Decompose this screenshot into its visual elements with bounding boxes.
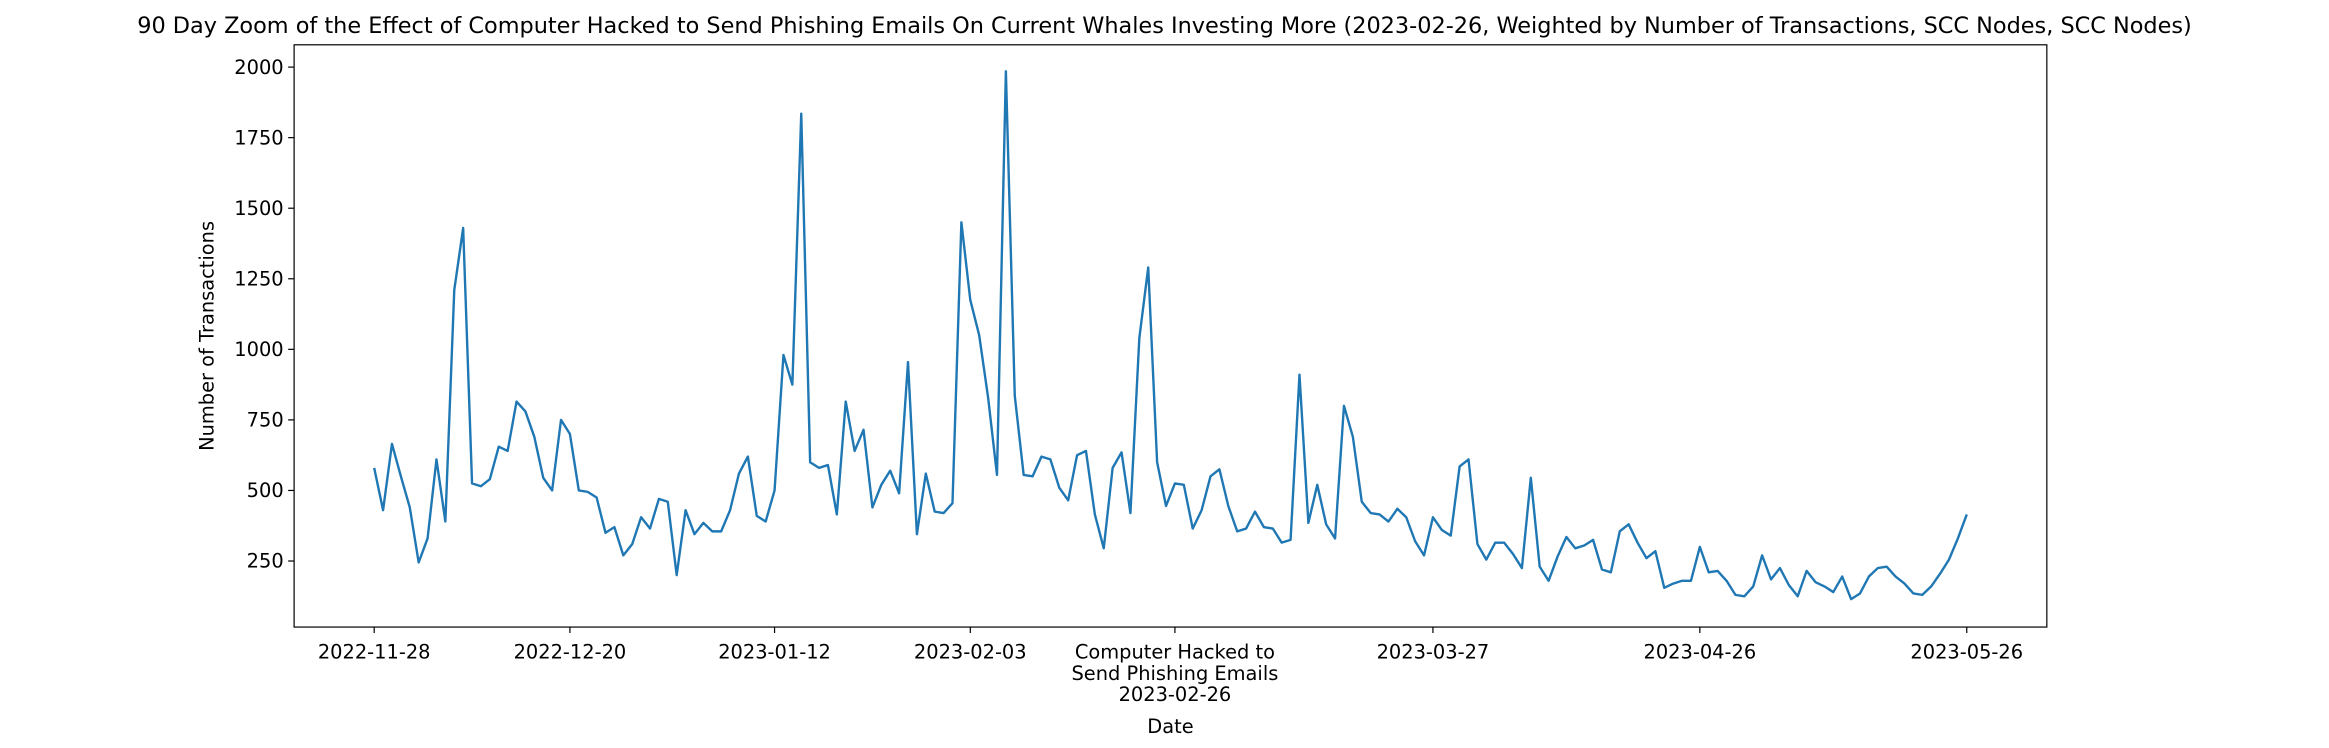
y-tick-label: 1250 <box>234 267 283 290</box>
y-axis-label: Number of Transactions <box>195 221 218 451</box>
x-tick-label: 2023-01-12 <box>718 640 831 663</box>
y-tick-label: 500 <box>247 479 284 502</box>
x-tick-label: 2023-04-26 <box>1643 640 1756 663</box>
chart-title: 90 Day Zoom of the Effect of Computer Ha… <box>137 13 2192 39</box>
x-tick-label: 2023-05-26 <box>1910 640 2023 663</box>
y-tick-label: 750 <box>247 409 284 432</box>
y-tick-label: 1750 <box>234 126 283 149</box>
x-tick-label: Computer Hacked to Send Phishing Emails 20… <box>1072 640 1279 706</box>
y-tick-label: 1000 <box>234 338 283 361</box>
x-tick-label: 2022-12-20 <box>514 640 627 663</box>
data-line <box>373 70 1968 601</box>
x-tick-label: 2022-11-28 <box>318 640 431 663</box>
y-tick-label: 250 <box>247 550 284 573</box>
y-tick-label: 2000 <box>234 56 283 79</box>
x-tick-label: 2023-02-03 <box>914 640 1027 663</box>
y-tick-label: 1500 <box>234 197 283 220</box>
x-tick-label: 2023-03-27 <box>1377 640 1490 663</box>
plot-frame <box>293 44 2048 628</box>
x-axis-label: Date <box>1147 715 1193 738</box>
